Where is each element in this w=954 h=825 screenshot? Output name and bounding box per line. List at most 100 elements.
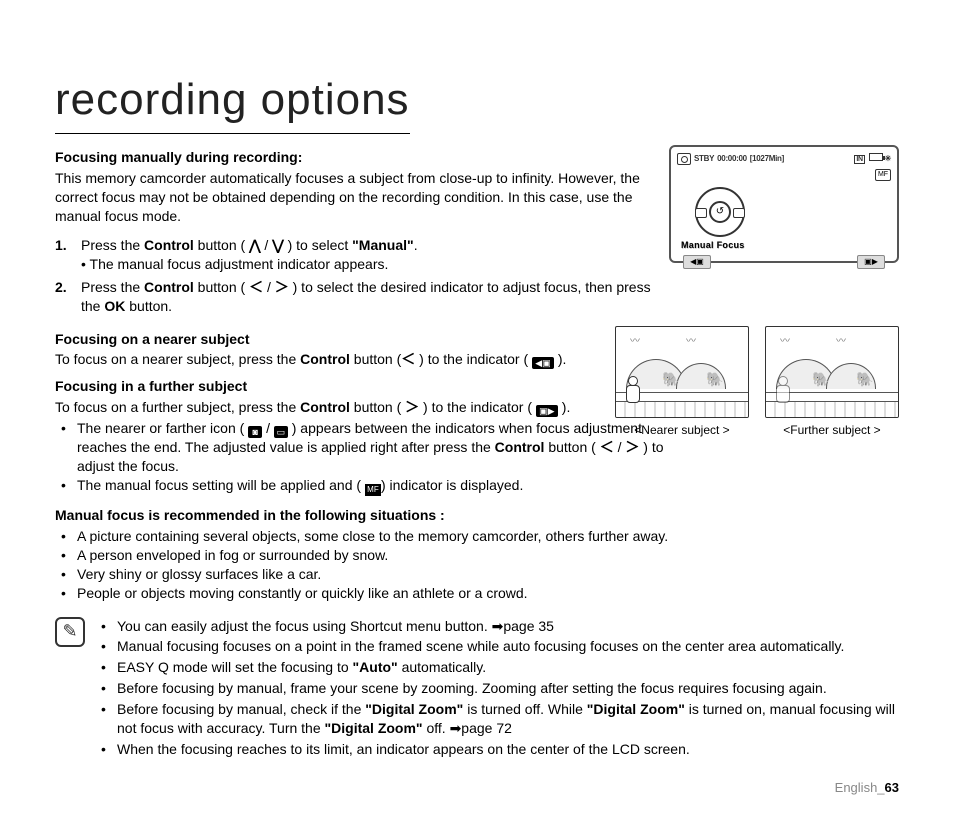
situations-list: A picture containing several objects, so… bbox=[55, 527, 899, 603]
text-fragment: automatically. bbox=[398, 659, 486, 675]
text-fragment: page 72 bbox=[461, 720, 512, 736]
far-icon: ▭ bbox=[274, 426, 288, 438]
text-fragment: To focus on a nearer subject, press the bbox=[55, 351, 300, 367]
text-fragment: / bbox=[614, 439, 626, 455]
control-label: Control bbox=[495, 439, 545, 455]
footer-page-number: 63 bbox=[885, 780, 899, 795]
elephant-icon: 🐘 bbox=[812, 370, 829, 389]
lcd-far-button: ▣▶ bbox=[857, 255, 885, 269]
section-heading-manual: Focusing manually during recording: bbox=[55, 148, 695, 167]
digital-zoom-label: "Digital Zoom" bbox=[325, 720, 423, 736]
step-sublist: The manual focus adjustment indicator ap… bbox=[81, 255, 660, 274]
list-item: Very shiny or glossy surfaces like a car… bbox=[55, 565, 899, 584]
ok-label: OK bbox=[104, 298, 125, 314]
step-2: 2. Press the Control button ( ＜ / ＞ ) to… bbox=[55, 278, 660, 316]
cloud-icon: 〰 bbox=[686, 335, 696, 349]
text-fragment: button ( bbox=[350, 351, 401, 367]
text-fragment: page 35 bbox=[503, 618, 554, 634]
further-text: To focus on a further subject, press the… bbox=[55, 398, 660, 417]
elephant-icon: 🐘 bbox=[662, 370, 679, 389]
list-item: Before focusing by manual, frame your sc… bbox=[99, 679, 899, 698]
digital-zoom-label: "Digital Zoom" bbox=[587, 701, 685, 717]
control-label: Control bbox=[300, 399, 350, 415]
control-label: Control bbox=[300, 351, 350, 367]
mf-indicator-icon: MF bbox=[365, 484, 381, 496]
control-label: Control bbox=[144, 237, 194, 253]
comparison-row: 〰 〰 🐘 🐘 <Nearer subject > 〰 〰 🐘 🐘 <Furth… bbox=[615, 326, 899, 438]
step-text: button. bbox=[125, 298, 172, 314]
comparison-near: 〰 〰 🐘 🐘 <Nearer subject > bbox=[615, 326, 749, 438]
intro-text: This memory camcorder automatically focu… bbox=[55, 169, 645, 226]
section-heading-situations: Manual focus is recommended in the follo… bbox=[55, 506, 899, 525]
manual-label: "Manual" bbox=[352, 237, 414, 253]
step-number: 1. bbox=[55, 236, 67, 255]
left-icon: ＜ bbox=[249, 278, 263, 297]
step-text: button ( bbox=[194, 279, 249, 295]
text-fragment: EASY Q mode will set the focusing to bbox=[117, 659, 353, 675]
step-text: . bbox=[414, 237, 418, 253]
text-fragment: is turned off. While bbox=[463, 701, 586, 717]
flash-icon: ✳ bbox=[885, 154, 891, 163]
dial-left-icon bbox=[695, 208, 707, 218]
text-fragment: off. bbox=[423, 720, 450, 736]
left-icon: ＜ bbox=[600, 438, 614, 457]
comparison-far: 〰 〰 🐘 🐘 <Further subject > bbox=[765, 326, 899, 438]
cloud-icon: 〰 bbox=[630, 335, 640, 349]
steps-list: 1. Press the Control button ( ⋀ / ⋁ ) to… bbox=[55, 236, 660, 316]
lcd-time: 00:00:00 bbox=[717, 154, 747, 165]
text-fragment: You can easily adjust the focus using Sh… bbox=[117, 618, 492, 634]
person-icon bbox=[774, 376, 792, 403]
notes-list: You can easily adjust the focus using Sh… bbox=[99, 617, 899, 761]
right-icon: ＞ bbox=[275, 278, 289, 297]
comparison-near-image: 〰 〰 🐘 🐘 bbox=[615, 326, 749, 418]
note-box: ✎ You can easily adjust the focus using … bbox=[55, 617, 899, 761]
focus-notes-list: The nearer or farther icon ( ◙ / ▭ ) app… bbox=[55, 419, 695, 496]
step-number: 2. bbox=[55, 278, 67, 297]
list-item: The nearer or farther icon ( ◙ / ▭ ) app… bbox=[55, 419, 695, 476]
lcd-stby: STBY bbox=[694, 154, 714, 165]
comparison-far-label: <Further subject > bbox=[765, 422, 899, 438]
near-icon: ◙ bbox=[248, 426, 262, 438]
person-icon bbox=[624, 376, 642, 403]
camera-icon bbox=[677, 153, 691, 165]
comparison-near-label: <Nearer subject > bbox=[615, 422, 749, 438]
nearer-text: To focus on a nearer subject, press the … bbox=[55, 350, 660, 369]
lcd-near-button: ◀▣ bbox=[683, 255, 711, 269]
page-ref-icon: ➡ bbox=[450, 719, 462, 738]
text-fragment: ). bbox=[558, 399, 570, 415]
list-item: EASY Q mode will set the focusing to "Au… bbox=[99, 658, 899, 677]
digital-zoom-label: "Digital Zoom" bbox=[365, 701, 463, 717]
text-fragment: button ( bbox=[544, 439, 599, 455]
right-icon: ＞ bbox=[625, 438, 639, 457]
text-fragment: ) to the indicator ( bbox=[419, 399, 536, 415]
cloud-icon: 〰 bbox=[780, 335, 790, 349]
text-fragment: button ( bbox=[350, 399, 405, 415]
auto-label: "Auto" bbox=[353, 659, 398, 675]
page-title: recording options bbox=[55, 70, 410, 134]
list-item: You can easily adjust the focus using Sh… bbox=[99, 617, 899, 636]
lcd-card: IN bbox=[854, 155, 864, 164]
comparison-far-image: 〰 〰 🐘 🐘 bbox=[765, 326, 899, 418]
text-fragment: ) to the indicator ( bbox=[415, 351, 532, 367]
text-fragment: ) indicator is displayed. bbox=[381, 477, 523, 493]
text-fragment: To focus on a further subject, press the bbox=[55, 399, 300, 415]
step-text: button ( bbox=[194, 237, 249, 253]
ground bbox=[616, 401, 748, 417]
section-heading-further: Focusing in a further subject bbox=[55, 377, 695, 396]
lcd-status-bar: STBY 00:00:00 [1027Min] IN ✳ bbox=[677, 153, 891, 165]
list-item: When the focusing reaches to its limit, … bbox=[99, 740, 899, 759]
page-footer: English_63 bbox=[835, 779, 899, 797]
note-icon: ✎ bbox=[55, 617, 85, 647]
control-label: Control bbox=[144, 279, 194, 295]
down-icon: ⋁ bbox=[272, 236, 283, 255]
lcd-remain: [1027Min] bbox=[750, 154, 784, 165]
far-indicator-icon: ▣▶ bbox=[536, 405, 558, 417]
section-heading-nearer: Focusing on a nearer subject bbox=[55, 330, 695, 349]
page-ref-icon: ➡ bbox=[492, 617, 504, 636]
list-item: A picture containing several objects, so… bbox=[55, 527, 899, 546]
list-item: People or objects moving constantly or q… bbox=[55, 584, 899, 603]
list-item: Before focusing by manual, check if the … bbox=[99, 700, 899, 738]
control-dial: ↺ bbox=[695, 187, 745, 237]
text-fragment: / bbox=[262, 420, 274, 436]
step-text: ) to select bbox=[284, 237, 352, 253]
